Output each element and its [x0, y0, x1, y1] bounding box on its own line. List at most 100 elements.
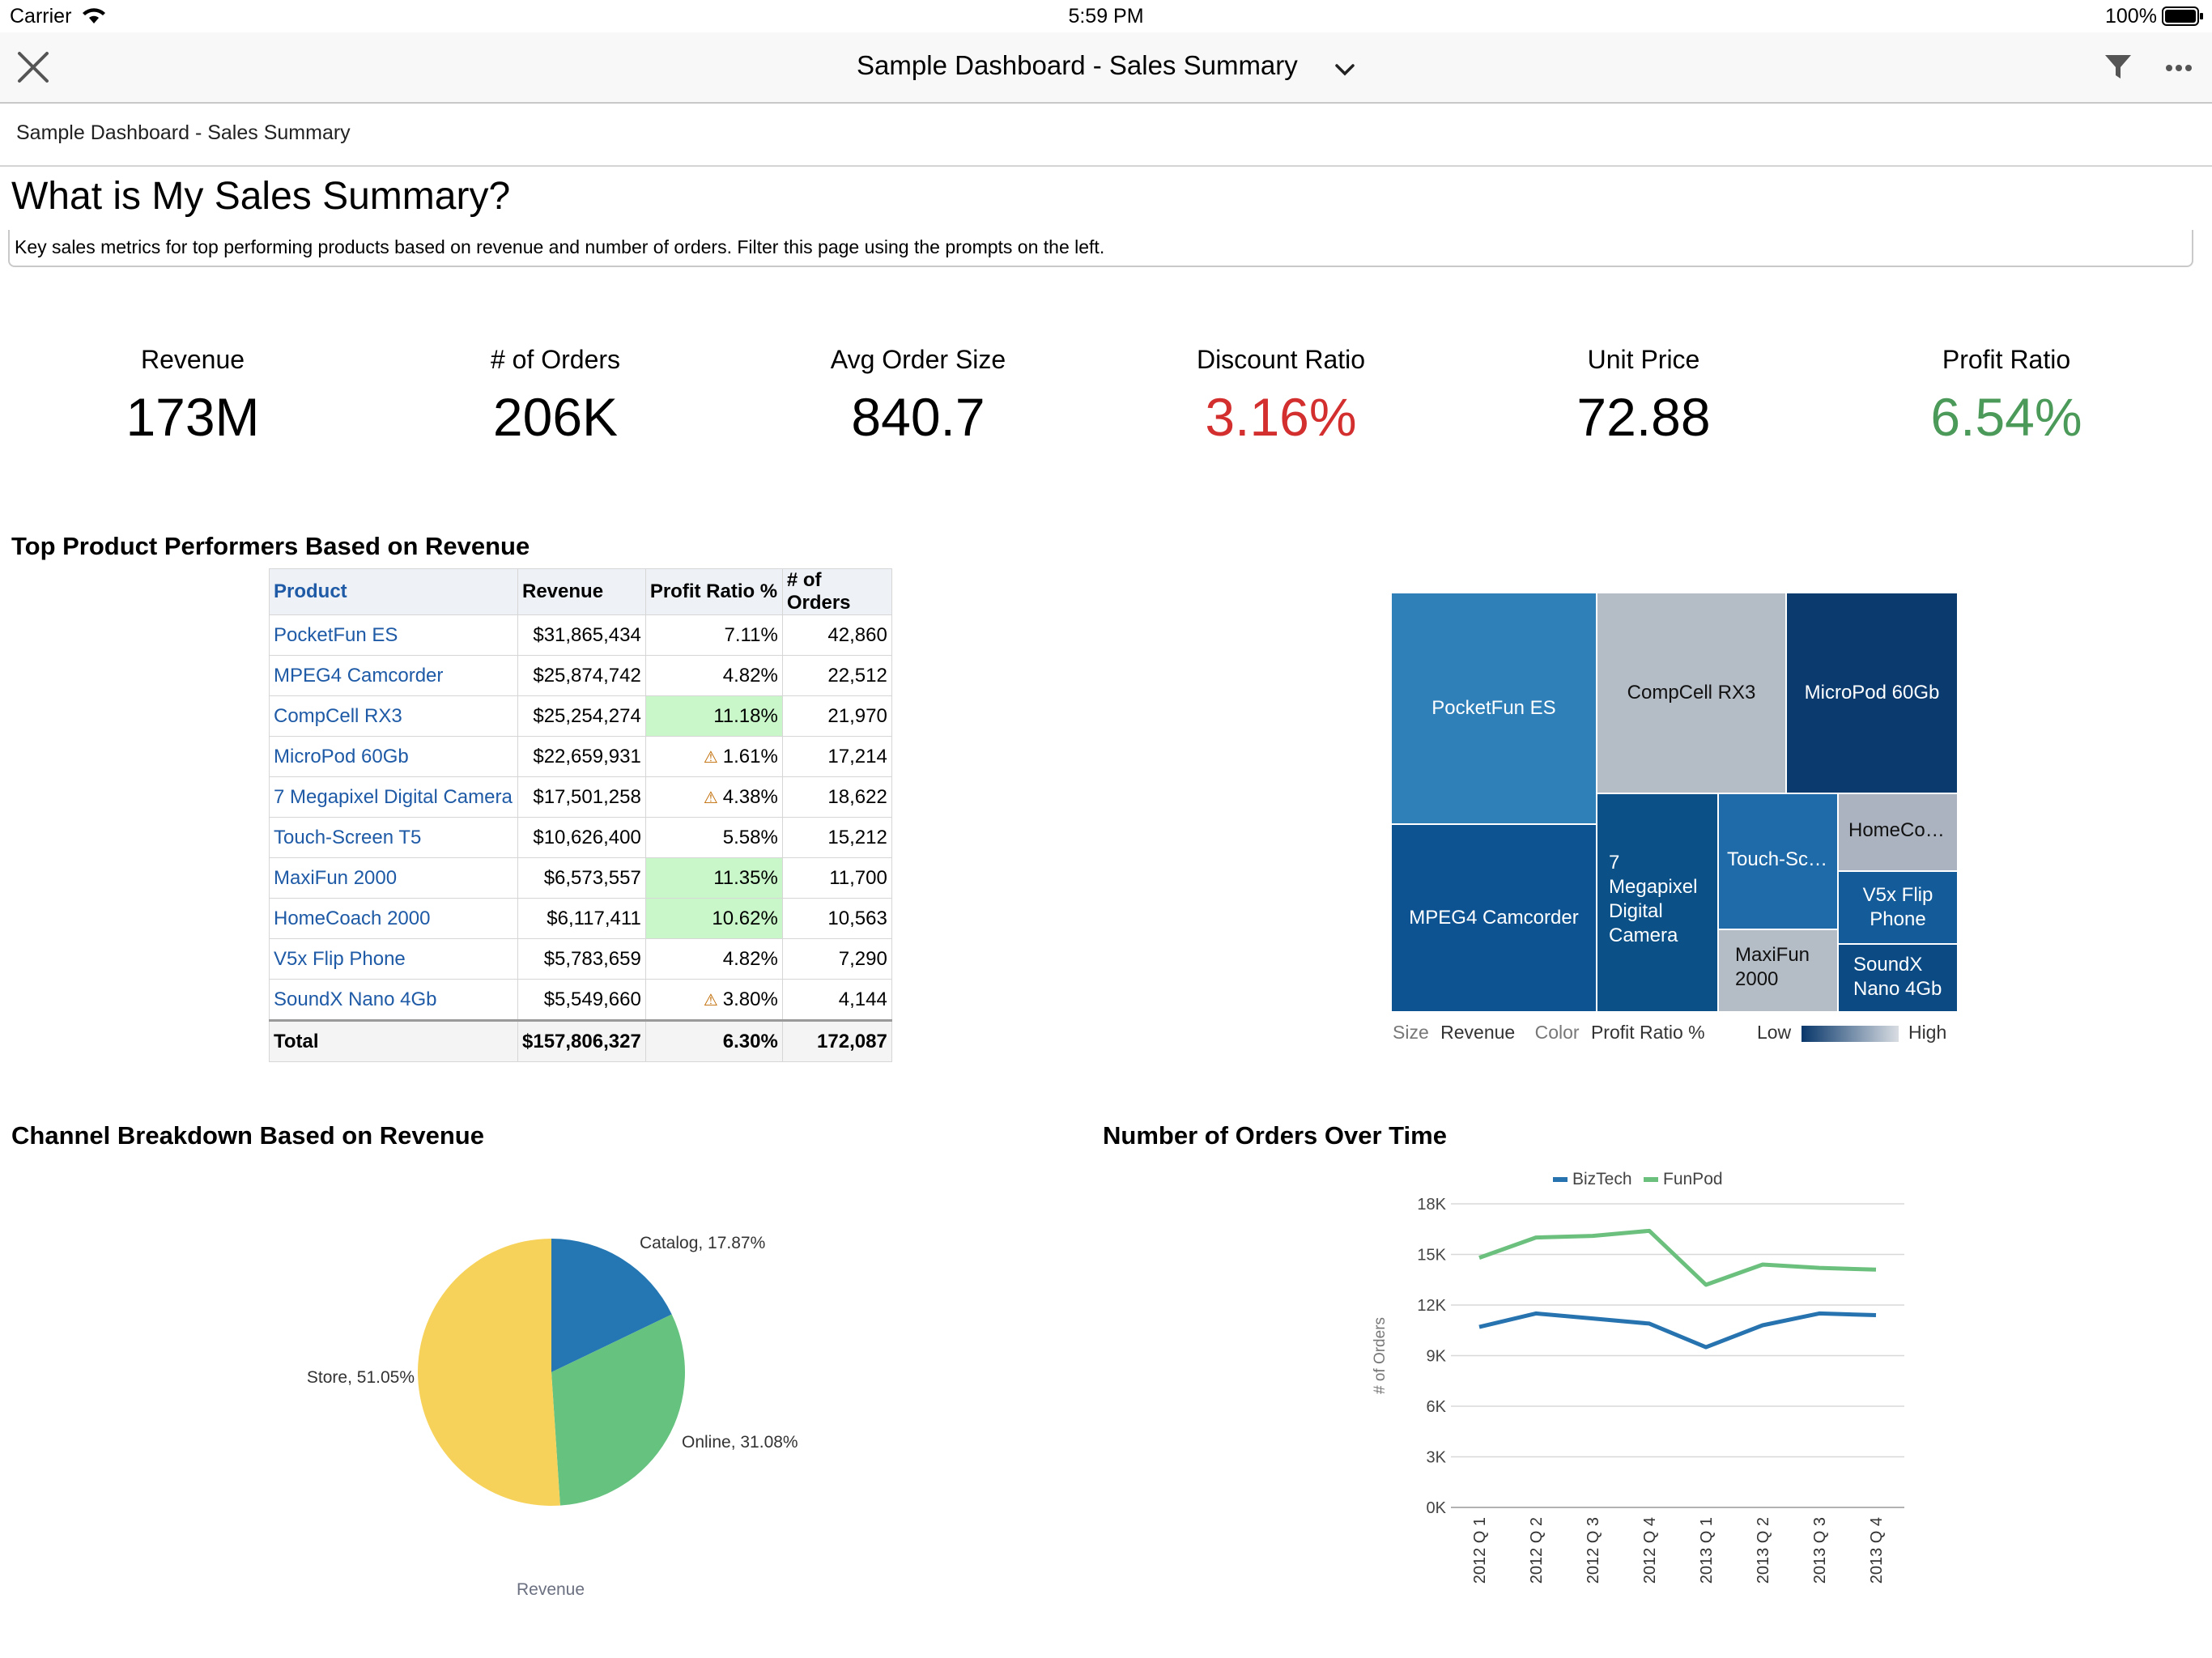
kpi-revenue: Revenue 173M: [31, 345, 355, 448]
orders-cell: 10,563: [781, 898, 892, 939]
legend-color-value: Profit Ratio %: [1590, 1022, 1705, 1043]
y-tick-label: 12K: [1417, 1297, 1446, 1315]
product-treemap: PocketFun ES CompCell RX3 MicroPod 60Gb …: [1391, 593, 1958, 1012]
product-link[interactable]: Touch-Screen T5: [269, 817, 518, 858]
orders-line-chart: 0K 3K 6K 9K 12K 15K 18K # of Orders 2012 Q 1 2012…: [1372, 1170, 1904, 1584]
table-row: MPEG4 Camcorder $25,874,742 4.82% 22,512: [269, 655, 892, 696]
orders-cell: 18,622: [781, 776, 892, 818]
column-header-revenue[interactable]: Revenue: [517, 568, 646, 615]
warning-icon: ⚠: [703, 991, 718, 1010]
kpi-label: Avg Order Size: [830, 345, 1006, 374]
treemap-tile[interactable]: MicroPod 60Gb: [1786, 593, 1958, 793]
treemap-tile[interactable]: V5x Flip Phone: [1838, 871, 1958, 944]
treemap-tile[interactable]: Touch-Sc…: [1718, 793, 1838, 929]
dashboard-title[interactable]: Sample Dashboard - Sales Summary: [0, 50, 2212, 83]
treemap-tile[interactable]: MaxiFun 2000: [1718, 929, 1838, 1012]
kpi-label: Discount Ratio: [1196, 345, 1366, 374]
product-link[interactable]: V5x Flip Phone: [269, 938, 518, 980]
battery-icon: [2162, 6, 2204, 32]
chevron-down-icon[interactable]: [1334, 52, 1355, 83]
column-header-product[interactable]: Product: [269, 568, 518, 615]
kpi-orders: # of Orders 206K: [393, 345, 717, 448]
warning-icon: ⚠: [703, 748, 718, 767]
orders-cell: 7,290: [781, 938, 892, 980]
product-link[interactable]: MaxiFun 2000: [269, 857, 518, 899]
page-description: Key sales metrics for top performing pro…: [15, 236, 1105, 257]
y-axis-label: # of Orders: [1372, 1317, 1389, 1394]
more-options-icon[interactable]: [2165, 62, 2193, 76]
treemap-tile[interactable]: MPEG4 Camcorder: [1391, 824, 1597, 1012]
pie-axis-label: Revenue: [517, 1580, 585, 1599]
profit-cell: ⚠ 1.61%: [644, 736, 783, 777]
series-line-biztech[interactable]: [1478, 1311, 1877, 1350]
close-icon[interactable]: [16, 50, 50, 84]
treemap-tile[interactable]: SoundX Nano 4Gb: [1838, 944, 1958, 1012]
total-profit: 6.30%: [644, 1019, 783, 1062]
warning-icon: ⚠: [703, 789, 718, 807]
treemap-tile-label: CompCell RX3: [1627, 682, 1756, 704]
profit-value: 1.61%: [722, 745, 778, 767]
product-link[interactable]: 7 Megapixel Digital Camera: [269, 776, 518, 818]
y-tick-label: 6K: [1427, 1398, 1447, 1416]
profit-cell: ⚠ 4.38%: [644, 776, 783, 818]
pie-slice-label: Store, 51.05%: [307, 1368, 415, 1387]
profit-value: 4.38%: [722, 785, 778, 808]
profit-value: 3.80%: [722, 988, 778, 1010]
product-link[interactable]: CompCell RX3: [269, 695, 518, 737]
column-header-profit-ratio[interactable]: Profit Ratio %: [644, 568, 783, 615]
product-link[interactable]: MPEG4 Camcorder: [269, 655, 518, 696]
revenue-cell: $6,573,557: [517, 857, 646, 899]
legend-size-label: Size: [1393, 1022, 1429, 1043]
battery-percent: 100%: [2105, 5, 2157, 28]
x-tick-label: 2013 Q 2: [1755, 1517, 1772, 1584]
profit-cell: 7.11%: [644, 614, 783, 656]
orders-cell: 11,700: [781, 857, 892, 899]
x-tick-label: 2013 Q 4: [1868, 1517, 1886, 1584]
kpi-value: 72.88: [1576, 387, 1711, 447]
breadcrumb[interactable]: Sample Dashboard - Sales Summary: [16, 121, 351, 144]
treemap-tile[interactable]: 7 Megapixel Digital Camera: [1597, 793, 1718, 1012]
treemap-tile[interactable]: HomeCo…: [1838, 793, 1958, 871]
pie-slice-catalog[interactable]: [551, 1239, 672, 1372]
performers-title: Top Product Performers Based on Revenue: [11, 532, 530, 560]
column-header-orders[interactable]: # of Orders: [781, 568, 892, 615]
orders-cell: 17,214: [781, 736, 892, 777]
series-line-funpod[interactable]: [1478, 1228, 1877, 1287]
kpi-unit-price: Unit Price 72.88: [1482, 345, 1806, 448]
treemap-tile-label: MPEG4 Camcorder: [1409, 907, 1579, 929]
dashboard-title-label: Sample Dashboard - Sales Summary: [857, 50, 1298, 80]
filter-icon[interactable]: [2104, 52, 2133, 85]
legend-label[interactable]: FunPod: [1663, 1170, 1723, 1188]
legend-label[interactable]: BizTech: [1572, 1170, 1632, 1188]
x-tick-label: 2012 Q 2: [1528, 1517, 1546, 1584]
pie-slice-store[interactable]: [417, 1239, 560, 1506]
performers-table: Product Revenue Profit Ratio % # of Orde…: [269, 568, 892, 1062]
kpi-label: Revenue: [140, 345, 245, 374]
orders-cell: 42,860: [781, 614, 892, 656]
profit-cell: 4.82%: [644, 938, 783, 980]
revenue-cell: $6,117,411: [517, 898, 646, 939]
kpi-profit-ratio: Profit Ratio 6.54%: [1844, 345, 2168, 448]
treemap-tile[interactable]: PocketFun ES: [1391, 593, 1597, 824]
y-tick-label: 0K: [1427, 1499, 1447, 1517]
kpi-value: 6.54%: [1930, 387, 2082, 447]
pie-slice-label: Online, 31.08%: [682, 1433, 798, 1452]
product-link[interactable]: PocketFun ES: [269, 614, 518, 656]
treemap-tile[interactable]: CompCell RX3: [1597, 593, 1786, 793]
pie-slice-label: Catalog, 17.87%: [640, 1234, 765, 1252]
x-tick-label: 2013 Q 1: [1698, 1517, 1716, 1584]
total-orders: 172,087: [781, 1019, 892, 1062]
treemap-tile-label: V5x Flip Phone: [1862, 884, 1933, 930]
pie-slice-online[interactable]: [551, 1314, 685, 1506]
orders-cell: 15,212: [781, 817, 892, 858]
wifi-icon: [81, 6, 107, 30]
total-revenue: $157,806,327: [517, 1019, 646, 1062]
product-link[interactable]: HomeCoach 2000: [269, 898, 518, 939]
table-row: 7 Megapixel Digital Camera $17,501,258 ⚠…: [269, 776, 892, 818]
breadcrumb-bar: Sample Dashboard - Sales Summary: [0, 104, 2212, 167]
product-link[interactable]: MicroPod 60Gb: [269, 736, 518, 777]
legend-gradient: [1801, 1025, 1899, 1042]
kpi-discount-ratio: Discount Ratio 3.16%: [1119, 345, 1443, 448]
product-link[interactable]: SoundX Nano 4Gb: [269, 979, 518, 1021]
profit-cell: 5.58%: [644, 817, 783, 858]
